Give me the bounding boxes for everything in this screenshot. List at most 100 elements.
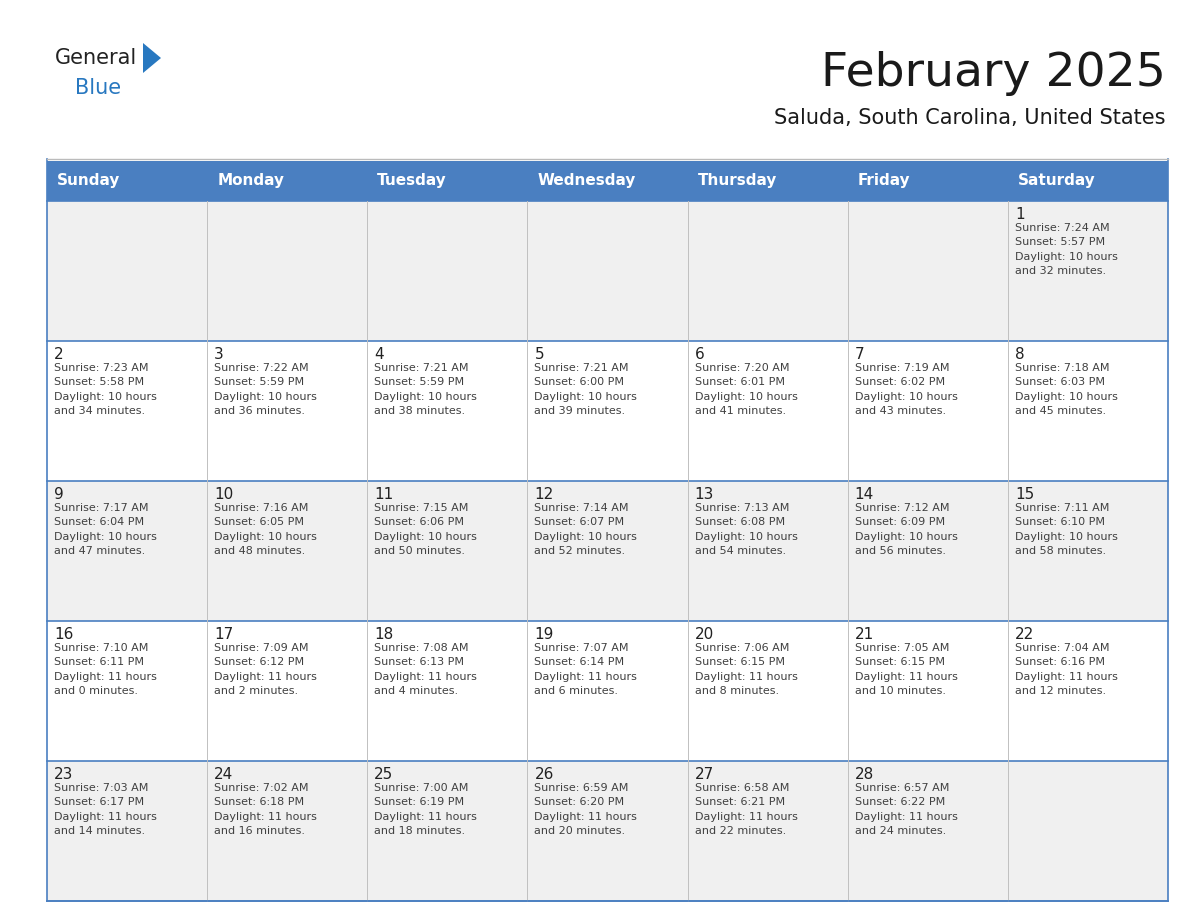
Text: 14: 14 bbox=[854, 487, 874, 502]
Bar bbox=[848, 161, 1007, 201]
Text: Sunrise: 7:05 AM
Sunset: 6:15 PM
Daylight: 11 hours
and 10 minutes.: Sunrise: 7:05 AM Sunset: 6:15 PM Dayligh… bbox=[854, 643, 958, 696]
Text: Sunrise: 7:23 AM
Sunset: 5:58 PM
Daylight: 10 hours
and 34 minutes.: Sunrise: 7:23 AM Sunset: 5:58 PM Dayligh… bbox=[53, 363, 157, 416]
Text: Tuesday: Tuesday bbox=[378, 174, 447, 188]
Text: Sunrise: 6:57 AM
Sunset: 6:22 PM
Daylight: 11 hours
and 24 minutes.: Sunrise: 6:57 AM Sunset: 6:22 PM Dayligh… bbox=[854, 783, 958, 836]
Bar bbox=[848, 201, 1007, 341]
Text: 5: 5 bbox=[535, 347, 544, 362]
Text: Sunrise: 7:16 AM
Sunset: 6:05 PM
Daylight: 10 hours
and 48 minutes.: Sunrise: 7:16 AM Sunset: 6:05 PM Dayligh… bbox=[214, 503, 317, 556]
Text: Sunrise: 7:03 AM
Sunset: 6:17 PM
Daylight: 11 hours
and 14 minutes.: Sunrise: 7:03 AM Sunset: 6:17 PM Dayligh… bbox=[53, 783, 157, 836]
Bar bbox=[367, 621, 527, 761]
Bar bbox=[527, 341, 688, 481]
Text: 17: 17 bbox=[214, 627, 233, 642]
Text: Sunrise: 7:22 AM
Sunset: 5:59 PM
Daylight: 10 hours
and 36 minutes.: Sunrise: 7:22 AM Sunset: 5:59 PM Dayligh… bbox=[214, 363, 317, 416]
Bar bbox=[207, 161, 367, 201]
Text: Blue: Blue bbox=[75, 78, 121, 98]
Text: Sunrise: 7:14 AM
Sunset: 6:07 PM
Daylight: 10 hours
and 52 minutes.: Sunrise: 7:14 AM Sunset: 6:07 PM Dayligh… bbox=[535, 503, 637, 556]
Text: Sunrise: 7:09 AM
Sunset: 6:12 PM
Daylight: 11 hours
and 2 minutes.: Sunrise: 7:09 AM Sunset: 6:12 PM Dayligh… bbox=[214, 643, 317, 696]
Text: 8: 8 bbox=[1015, 347, 1024, 362]
Text: Saturday: Saturday bbox=[1018, 174, 1095, 188]
Text: Sunrise: 7:02 AM
Sunset: 6:18 PM
Daylight: 11 hours
and 16 minutes.: Sunrise: 7:02 AM Sunset: 6:18 PM Dayligh… bbox=[214, 783, 317, 836]
Text: Sunrise: 6:59 AM
Sunset: 6:20 PM
Daylight: 11 hours
and 20 minutes.: Sunrise: 6:59 AM Sunset: 6:20 PM Dayligh… bbox=[535, 783, 637, 836]
Text: 12: 12 bbox=[535, 487, 554, 502]
Polygon shape bbox=[143, 43, 162, 73]
Text: Friday: Friday bbox=[858, 174, 910, 188]
Text: 18: 18 bbox=[374, 627, 393, 642]
Bar bbox=[527, 621, 688, 761]
Bar bbox=[688, 201, 848, 341]
Text: 22: 22 bbox=[1015, 627, 1034, 642]
Bar bbox=[48, 201, 207, 341]
Bar bbox=[848, 481, 1007, 621]
Text: 20: 20 bbox=[695, 627, 714, 642]
Bar bbox=[1007, 621, 1168, 761]
Bar bbox=[688, 161, 848, 201]
Bar bbox=[527, 761, 688, 901]
Bar bbox=[207, 481, 367, 621]
Bar bbox=[1007, 481, 1168, 621]
Bar bbox=[848, 761, 1007, 901]
Bar bbox=[527, 161, 688, 201]
Bar bbox=[48, 621, 207, 761]
Bar bbox=[48, 161, 207, 201]
Text: 27: 27 bbox=[695, 767, 714, 782]
Bar bbox=[1007, 161, 1168, 201]
Text: Saluda, South Carolina, United States: Saluda, South Carolina, United States bbox=[775, 108, 1165, 128]
Text: Thursday: Thursday bbox=[697, 174, 777, 188]
Bar bbox=[48, 341, 207, 481]
Text: Sunrise: 7:11 AM
Sunset: 6:10 PM
Daylight: 10 hours
and 58 minutes.: Sunrise: 7:11 AM Sunset: 6:10 PM Dayligh… bbox=[1015, 503, 1118, 556]
Text: 24: 24 bbox=[214, 767, 233, 782]
Bar bbox=[1007, 201, 1168, 341]
Text: 19: 19 bbox=[535, 627, 554, 642]
Bar bbox=[1007, 761, 1168, 901]
Text: Wednesday: Wednesday bbox=[537, 174, 636, 188]
Text: 6: 6 bbox=[695, 347, 704, 362]
Text: Sunrise: 7:17 AM
Sunset: 6:04 PM
Daylight: 10 hours
and 47 minutes.: Sunrise: 7:17 AM Sunset: 6:04 PM Dayligh… bbox=[53, 503, 157, 556]
Bar bbox=[367, 761, 527, 901]
Text: 2: 2 bbox=[53, 347, 64, 362]
Text: Sunrise: 7:00 AM
Sunset: 6:19 PM
Daylight: 11 hours
and 18 minutes.: Sunrise: 7:00 AM Sunset: 6:19 PM Dayligh… bbox=[374, 783, 478, 836]
Text: 11: 11 bbox=[374, 487, 393, 502]
Text: 15: 15 bbox=[1015, 487, 1034, 502]
Text: 10: 10 bbox=[214, 487, 233, 502]
Bar bbox=[207, 621, 367, 761]
Text: 16: 16 bbox=[53, 627, 74, 642]
Bar bbox=[527, 201, 688, 341]
Text: Monday: Monday bbox=[217, 174, 284, 188]
Text: 1: 1 bbox=[1015, 207, 1024, 222]
Bar bbox=[1007, 341, 1168, 481]
Text: 28: 28 bbox=[854, 767, 874, 782]
Text: Sunrise: 7:15 AM
Sunset: 6:06 PM
Daylight: 10 hours
and 50 minutes.: Sunrise: 7:15 AM Sunset: 6:06 PM Dayligh… bbox=[374, 503, 478, 556]
Bar bbox=[207, 201, 367, 341]
Text: Sunrise: 7:08 AM
Sunset: 6:13 PM
Daylight: 11 hours
and 4 minutes.: Sunrise: 7:08 AM Sunset: 6:13 PM Dayligh… bbox=[374, 643, 478, 696]
Text: Sunrise: 7:10 AM
Sunset: 6:11 PM
Daylight: 11 hours
and 0 minutes.: Sunrise: 7:10 AM Sunset: 6:11 PM Dayligh… bbox=[53, 643, 157, 696]
Text: 7: 7 bbox=[854, 347, 865, 362]
Bar bbox=[207, 341, 367, 481]
Text: Sunrise: 7:20 AM
Sunset: 6:01 PM
Daylight: 10 hours
and 41 minutes.: Sunrise: 7:20 AM Sunset: 6:01 PM Dayligh… bbox=[695, 363, 797, 416]
Text: Sunrise: 7:12 AM
Sunset: 6:09 PM
Daylight: 10 hours
and 56 minutes.: Sunrise: 7:12 AM Sunset: 6:09 PM Dayligh… bbox=[854, 503, 958, 556]
Bar bbox=[367, 161, 527, 201]
Text: Sunrise: 7:07 AM
Sunset: 6:14 PM
Daylight: 11 hours
and 6 minutes.: Sunrise: 7:07 AM Sunset: 6:14 PM Dayligh… bbox=[535, 643, 637, 696]
Text: 3: 3 bbox=[214, 347, 223, 362]
Bar bbox=[207, 761, 367, 901]
Text: February 2025: February 2025 bbox=[821, 50, 1165, 95]
Text: Sunrise: 7:13 AM
Sunset: 6:08 PM
Daylight: 10 hours
and 54 minutes.: Sunrise: 7:13 AM Sunset: 6:08 PM Dayligh… bbox=[695, 503, 797, 556]
Bar bbox=[848, 341, 1007, 481]
Bar bbox=[367, 481, 527, 621]
Text: 13: 13 bbox=[695, 487, 714, 502]
Bar bbox=[367, 201, 527, 341]
Text: 26: 26 bbox=[535, 767, 554, 782]
Text: Sunrise: 7:04 AM
Sunset: 6:16 PM
Daylight: 11 hours
and 12 minutes.: Sunrise: 7:04 AM Sunset: 6:16 PM Dayligh… bbox=[1015, 643, 1118, 696]
Text: 25: 25 bbox=[374, 767, 393, 782]
Bar bbox=[527, 481, 688, 621]
Text: 4: 4 bbox=[374, 347, 384, 362]
Text: Sunrise: 7:21 AM
Sunset: 6:00 PM
Daylight: 10 hours
and 39 minutes.: Sunrise: 7:21 AM Sunset: 6:00 PM Dayligh… bbox=[535, 363, 637, 416]
Text: 9: 9 bbox=[53, 487, 64, 502]
Text: Sunrise: 7:24 AM
Sunset: 5:57 PM
Daylight: 10 hours
and 32 minutes.: Sunrise: 7:24 AM Sunset: 5:57 PM Dayligh… bbox=[1015, 223, 1118, 276]
Text: Sunrise: 7:06 AM
Sunset: 6:15 PM
Daylight: 11 hours
and 8 minutes.: Sunrise: 7:06 AM Sunset: 6:15 PM Dayligh… bbox=[695, 643, 797, 696]
Bar bbox=[48, 761, 207, 901]
Text: Sunrise: 7:18 AM
Sunset: 6:03 PM
Daylight: 10 hours
and 45 minutes.: Sunrise: 7:18 AM Sunset: 6:03 PM Dayligh… bbox=[1015, 363, 1118, 416]
Bar bbox=[367, 341, 527, 481]
Text: Sunrise: 7:21 AM
Sunset: 5:59 PM
Daylight: 10 hours
and 38 minutes.: Sunrise: 7:21 AM Sunset: 5:59 PM Dayligh… bbox=[374, 363, 478, 416]
Bar bbox=[688, 481, 848, 621]
Bar bbox=[688, 761, 848, 901]
